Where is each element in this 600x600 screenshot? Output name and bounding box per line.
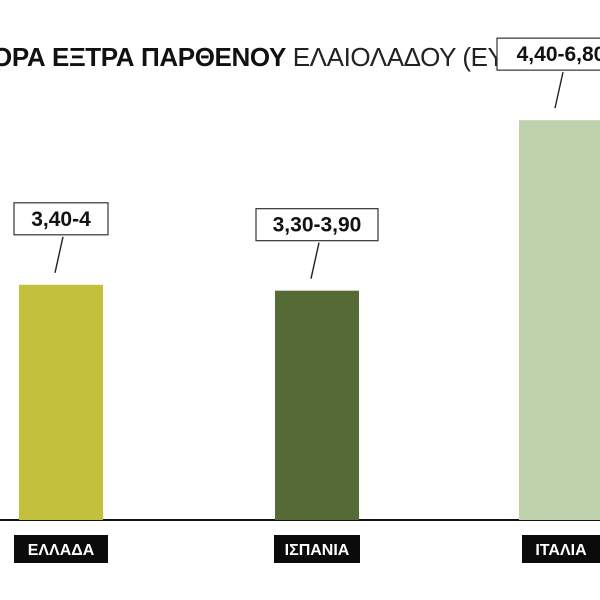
bar-italia [519, 120, 600, 520]
category-label-italia: ΙΤΑΛΙΑ [535, 542, 587, 559]
value-label-ellada: 3,40-4 [31, 208, 91, 231]
value-label-ispania: 3,30-3,90 [273, 214, 362, 237]
category-label-ellada: ΕΛΛΑΔΑ [28, 542, 95, 559]
chart-title-bold: ΟΡΑ ΕΞΤΡΑ ΠΑΡΘΕΝΟΥ [0, 42, 286, 72]
bar-ellada [19, 284, 103, 520]
bar-ispania [275, 290, 359, 520]
value-pointer-ispania [310, 242, 320, 279]
category-tag-ellada [14, 535, 108, 563]
value-label-box-ellada [13, 202, 109, 236]
category-tag-ispania [274, 535, 360, 563]
category-label-ispania: ΙΣΠΑΝΙΑ [285, 542, 350, 559]
value-label-italia: 4,40-6,80 [517, 43, 600, 66]
value-label-box-italia [496, 37, 600, 71]
category-tag-italia [522, 535, 600, 563]
value-pointer-ellada [54, 236, 64, 273]
value-pointer-italia [554, 72, 564, 109]
value-label-box-ispania [255, 208, 379, 242]
